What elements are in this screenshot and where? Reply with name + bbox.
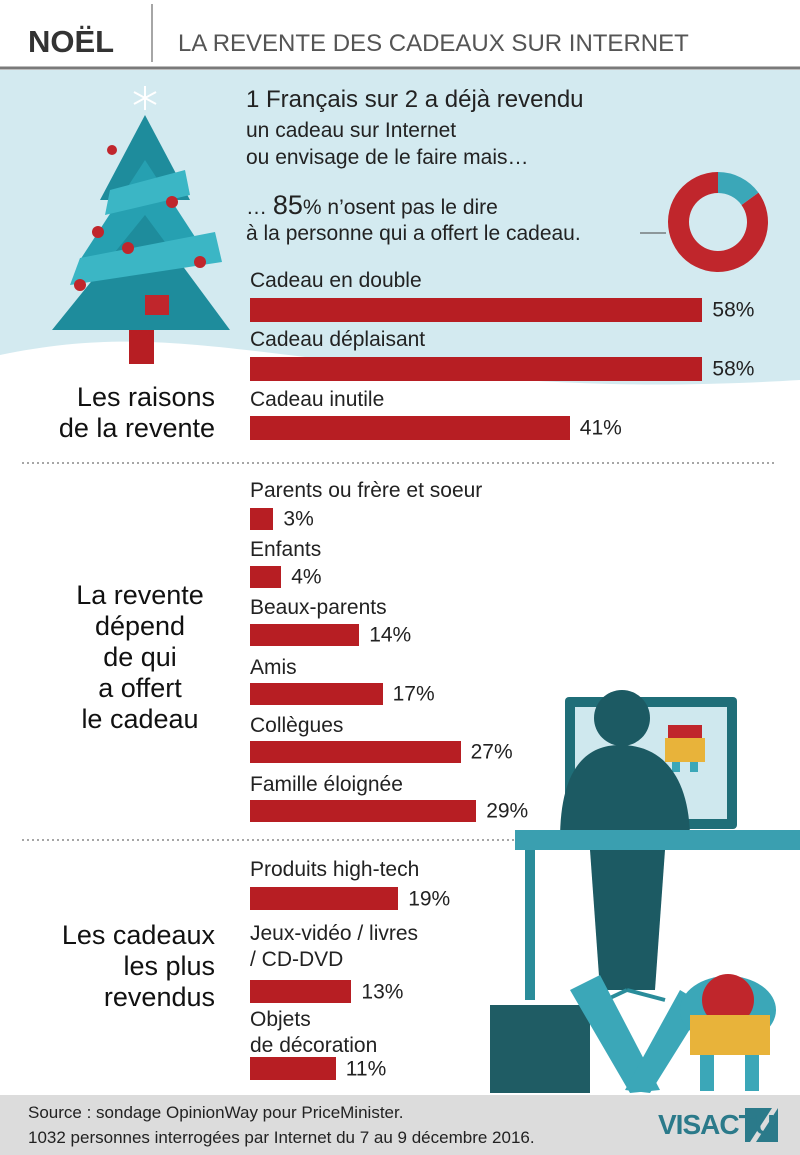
pie-suffix: % n’osent pas le dire <box>302 196 498 219</box>
value-label: 14% <box>369 623 412 647</box>
logo-mark <box>745 1108 778 1142</box>
value-label: 17% <box>392 682 435 706</box>
category-label: Cadeau inutile <box>250 388 385 411</box>
bar <box>250 1057 336 1080</box>
pie-statement-line2: à la personne qui a offert le cadeau. <box>246 222 581 245</box>
section-title: Les raisons de la revente <box>58 382 215 443</box>
header-title: NOËL <box>28 24 115 59</box>
source-line: 1032 personnes interrogées par Internet … <box>28 1128 535 1147</box>
intro-line: un cadeau sur Internet <box>246 119 457 142</box>
pie-value-label: 85 <box>272 190 303 220</box>
header-subtitle: LA REVENTE DES CADEAUX SUR INTERNET <box>178 30 689 57</box>
value-label: 27% <box>470 740 513 764</box>
category-label: Parents ou frère et soeur <box>250 479 483 502</box>
bar <box>250 298 703 322</box>
intro-line: 1 Français sur 2 a déjà revendu <box>246 86 584 113</box>
pie-slice <box>718 171 759 205</box>
value-label: 3% <box>283 507 314 531</box>
bar <box>250 741 461 763</box>
category-label: Amis <box>250 656 297 679</box>
value-label: 19% <box>408 887 451 910</box>
value-label: 13% <box>361 980 404 1003</box>
bar <box>250 800 477 822</box>
category-label: Collègues <box>250 714 344 737</box>
category-label: Jeux-vidéo / livres / CD-DVD <box>250 922 419 971</box>
category-label: Famille éloignée <box>250 773 403 796</box>
computer-illustration <box>490 690 800 1093</box>
bar <box>250 508 274 530</box>
bar <box>250 624 360 646</box>
category-label: Cadeau en double <box>250 269 422 292</box>
value-label: 58% <box>712 357 755 381</box>
intro-line: ou envisage de le faire mais… <box>246 146 529 169</box>
category-label: Enfants <box>250 538 322 561</box>
logo: VISACTU <box>658 1109 775 1140</box>
pie-slice <box>667 172 769 272</box>
value-label: 11% <box>345 1057 387 1080</box>
bar <box>250 887 399 910</box>
value-label: 4% <box>291 565 322 589</box>
bar <box>250 566 282 588</box>
bar <box>250 683 383 705</box>
category-label: Objets de décoration <box>250 1008 378 1057</box>
bar <box>250 416 570 440</box>
category-label: Produits high-tech <box>250 858 420 881</box>
category-label: Beaux-parents <box>250 596 387 619</box>
value-label: 58% <box>712 298 755 322</box>
christmas-tree <box>52 86 230 364</box>
section-title: La revente dépend de qui a offert le cad… <box>76 580 204 734</box>
bar <box>250 980 352 1003</box>
value-label: 29% <box>486 799 529 823</box>
source-line: Source : sondage OpinionWay pour PriceMi… <box>28 1103 404 1122</box>
bar <box>250 357 703 381</box>
value-label: 41% <box>579 416 622 440</box>
pie-prefix: … <box>246 196 267 219</box>
footer-band <box>0 1095 800 1155</box>
category-label: Cadeau déplaisant <box>250 328 426 351</box>
pie-statement: … 85% n’osent pas le dire <box>246 192 498 219</box>
section-title: Les cadeaux les plus revendus <box>61 920 215 1012</box>
